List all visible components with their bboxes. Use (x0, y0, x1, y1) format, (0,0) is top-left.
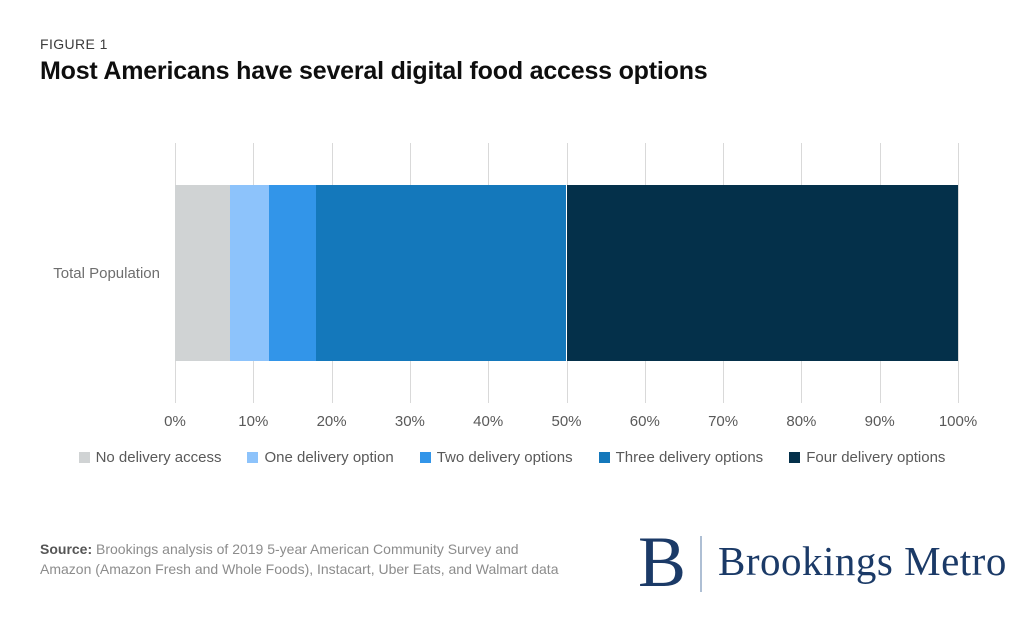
legend-item-two-delivery-options: Two delivery options (419, 449, 573, 466)
source-note: Source: Brookings analysis of 2019 5-yea… (40, 539, 600, 580)
plot-area (175, 143, 959, 403)
bar-segment-three-delivery-options (315, 185, 567, 361)
logo-wordmark: Brookings Metro (718, 537, 1007, 584)
x-tick-label: 10% (238, 413, 269, 430)
brookings-logo: B Brookings Metro (638, 524, 1007, 604)
logo-divider-line (700, 536, 703, 592)
legend-item-three-delivery-options: Three delivery options (598, 449, 764, 466)
bar-segment-two-delivery-options (268, 185, 316, 361)
bar-segment-no-delivery-access (175, 185, 230, 361)
x-axis-ticks: 0% 10% 20% 30% 40% 50% 60% 70% 80% 90% 100% (164, 413, 977, 435)
legend-label: Three delivery options (615, 449, 764, 466)
legend: No delivery access One delivery option Two… (0, 449, 1024, 466)
legend-item-one-delivery-option: One delivery option (247, 449, 394, 466)
x-tick-label: 20% (316, 413, 347, 430)
x-tick-label: 80% (786, 413, 817, 430)
x-tick-label: 90% (864, 413, 895, 430)
legend-swatch-icon (419, 452, 431, 463)
x-tick-label: 70% (708, 413, 739, 430)
bar-segment-one-delivery-option (229, 185, 269, 361)
legend-swatch-icon (247, 452, 259, 463)
legend-label: No delivery access (95, 449, 222, 466)
legend-item-four-delivery-options: Four delivery options (789, 449, 945, 466)
chart-title: Most Americans have several digital food… (40, 57, 708, 85)
legend-label: Two delivery options (436, 449, 573, 466)
bar-segment-four-delivery-options (566, 185, 958, 361)
x-tick-label: 0% (164, 413, 186, 430)
logo-monogram: B (638, 522, 687, 602)
gridline (958, 143, 959, 403)
source-label: Source: (40, 541, 93, 557)
legend-label: Four delivery options (806, 449, 946, 466)
x-tick-label: 30% (394, 413, 425, 430)
x-tick-label: 100% (938, 413, 978, 430)
figure-label: FIGURE 1 (40, 36, 108, 52)
x-tick-label: 40% (473, 413, 504, 430)
legend-label: One delivery option (264, 449, 394, 466)
x-tick-label: 60% (629, 413, 660, 430)
stacked-bar (175, 185, 958, 361)
source-text: Brookings analysis of 2019 5-year Americ… (40, 541, 559, 578)
legend-item-no-delivery-access: No delivery access (78, 449, 222, 466)
x-tick-label: 50% (551, 413, 582, 430)
legend-swatch-icon (598, 452, 610, 463)
category-label: Total Population (53, 264, 160, 282)
legend-swatch-icon (789, 452, 801, 463)
legend-swatch-icon (78, 452, 90, 463)
